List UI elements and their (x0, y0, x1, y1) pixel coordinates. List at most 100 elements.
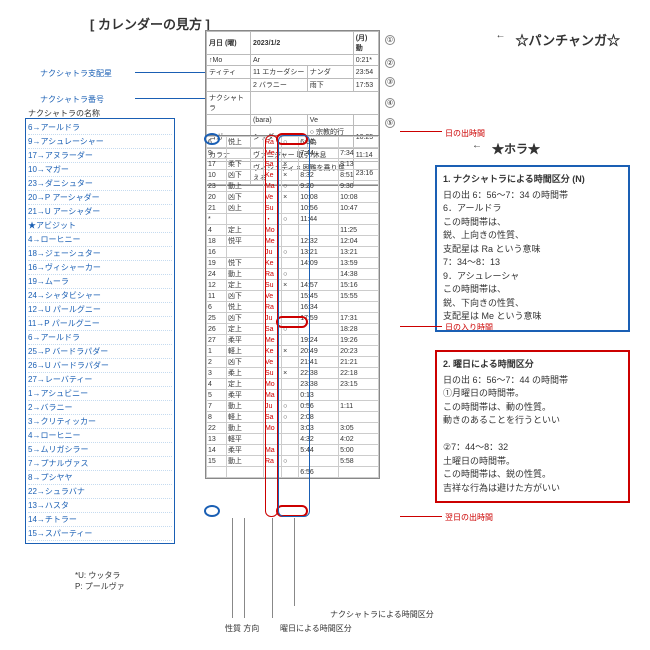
time-cell: 軽上 (226, 412, 263, 423)
sunrise-circle (276, 133, 308, 145)
time-cell (263, 467, 281, 478)
list-item: ★アビジット (28, 219, 172, 233)
blue-box-title: 1. ナクシャトラによる時間区分 (N) (443, 173, 622, 187)
time-cell (226, 467, 263, 478)
time-cell: 8:51 (339, 170, 379, 181)
time-cell: ○ (282, 269, 299, 280)
time-cell (282, 203, 299, 214)
time-cell (282, 379, 299, 390)
list-item: 16→ヴィシャーカー (28, 261, 172, 275)
time-cell (207, 467, 227, 478)
time-cell: 凶下 (226, 291, 263, 302)
time-cell: 16 (207, 247, 227, 258)
list-item: 17→アヌラーダー (28, 149, 172, 163)
list-item: 4→ローヒニー (28, 233, 172, 247)
list-item: 25→P バードラパダー (28, 345, 172, 359)
time-cell: 9:20 (299, 181, 339, 192)
time-cell: × (282, 192, 299, 203)
list-item: 6→アールドラ (28, 121, 172, 135)
list-item: 19→ムーラ (28, 275, 172, 289)
list-item: 23→ダニシュター (28, 177, 172, 191)
list-item: 5→ムリガシラー (28, 443, 172, 457)
time-cell: 悦上 (226, 302, 263, 313)
time-cell: 9:30 (339, 181, 379, 192)
time-cell: 15:16 (339, 280, 379, 291)
time-cell: 13:21 (339, 247, 379, 258)
marker-3: ③ (385, 77, 395, 87)
time-cell: 10:47 (339, 203, 379, 214)
time-cell (339, 390, 379, 401)
marker-5: ⑤ (385, 118, 395, 128)
marker-1: ① (385, 35, 395, 45)
time-cell (226, 247, 263, 258)
time-cell (299, 456, 339, 467)
time-cell: 15:55 (339, 291, 379, 302)
time-cell: 悦上 (226, 137, 263, 148)
time-cell: Mo (263, 379, 281, 390)
time-cell: 14:38 (339, 269, 379, 280)
list-item: 15→スパーティー (28, 527, 172, 541)
time-cell: 柔平 (226, 335, 263, 346)
time-cell: 8:32 (299, 170, 339, 181)
time-cell: 22:38 (299, 368, 339, 379)
connector-line (135, 72, 205, 73)
blue-box-body: 日の出 6：56～7：34 の時間帯 6．アールドラ この時間帯は、 鋭、上向き… (443, 189, 622, 324)
list-item: 6→アールドラ (28, 331, 172, 345)
time-cell: 6 (207, 302, 227, 313)
time-cell: 2 (207, 357, 227, 368)
time-cell: 動上 (226, 269, 263, 280)
connector-line (244, 518, 245, 618)
time-cell: 10:08 (339, 192, 379, 203)
time-cell (282, 291, 299, 302)
time-cell: 23:15 (339, 379, 379, 390)
time-cell: 15:45 (299, 291, 339, 302)
list-item: 9→アシュレーシャー (28, 135, 172, 149)
list-item: 24→シャタビシャー (28, 289, 172, 303)
blue-circle-num2 (204, 505, 220, 517)
label-weekday-div: 曜日による時間区分 (280, 623, 352, 634)
time-cell: 16:34 (299, 302, 339, 313)
time-cell: 18 (207, 236, 227, 247)
time-cell: 21 (207, 203, 227, 214)
time-cell: 14:57 (299, 280, 339, 291)
time-cell: 26 (207, 324, 227, 335)
time-cell: 柔平 (226, 390, 263, 401)
time-cell: 7:34 (339, 148, 379, 159)
connector-line (400, 516, 442, 517)
time-cell: 11:44 (299, 214, 339, 225)
time-cell: 定上 (226, 280, 263, 291)
time-cell: 5:44 (299, 445, 339, 456)
time-cell: 20:49 (299, 346, 339, 357)
time-cell (226, 214, 263, 225)
time-cell: 9 (207, 148, 227, 159)
time-cell: 定上 (226, 225, 263, 236)
time-cell: Su (263, 368, 281, 379)
time-cell (282, 225, 299, 236)
time-cell: × (282, 368, 299, 379)
list-item: 2→バラニー (28, 401, 172, 415)
time-cell: 0:13 (299, 390, 339, 401)
time-cell: 14 (207, 445, 227, 456)
time-cell (299, 159, 339, 170)
time-cell (339, 412, 379, 423)
time-cell: 4 (207, 379, 227, 390)
time-cell: Ke (263, 170, 281, 181)
time-cell: ○ (282, 456, 299, 467)
list-item: 11→P パールグニー (28, 317, 172, 331)
next-sunrise-circle (276, 505, 308, 517)
list-item: 20→P アーシャダー (28, 191, 172, 205)
time-cell: 動上 (226, 456, 263, 467)
time-cell: 27 (207, 335, 227, 346)
time-cell (339, 467, 379, 478)
time-cell: 柔上 (226, 368, 263, 379)
time-cell: × (282, 346, 299, 357)
time-cell: 悦下 (226, 258, 263, 269)
time-cell: 軽平 (226, 434, 263, 445)
time-cell: 22 (207, 423, 227, 434)
list-item: 4→ローヒニー (28, 429, 172, 443)
label-sunrise: 日の出時間 (445, 128, 485, 139)
label-next-sunrise: 翌日の出時間 (445, 512, 493, 523)
list-item: 18→ジェーシュター (28, 247, 172, 261)
time-cell: * (207, 214, 227, 225)
time-cell: 4 (207, 225, 227, 236)
